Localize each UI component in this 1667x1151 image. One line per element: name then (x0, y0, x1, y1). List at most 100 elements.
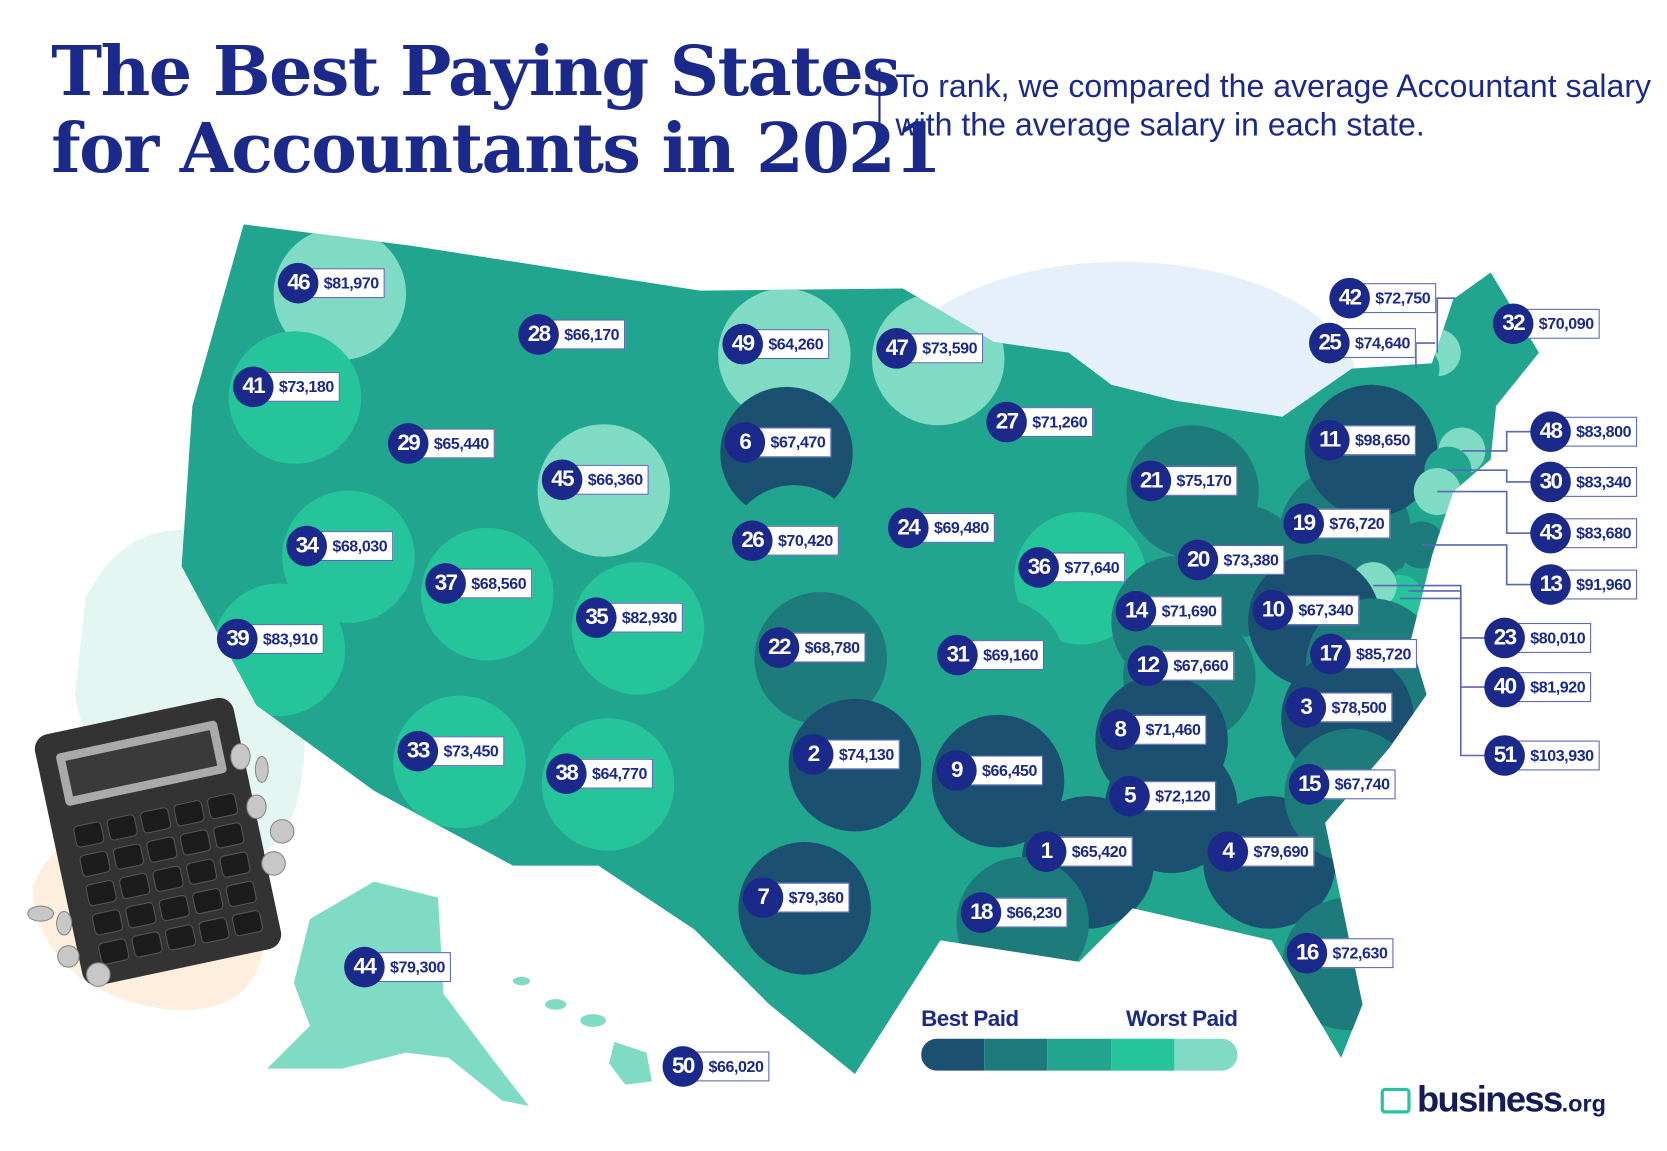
leader-line-rank-48 (1461, 430, 1550, 452)
salary-value: $83,340 (1564, 466, 1638, 497)
legend-color-scale (921, 1038, 1238, 1071)
rank-badge: 41 (232, 366, 274, 408)
salary-value: $69,480 (922, 512, 996, 543)
state-label-rank-23: 23 $80,010 (1484, 617, 1592, 659)
calculator-key (106, 814, 138, 841)
salary-value: $83,800 (1564, 416, 1638, 447)
state-label-rank-45: 45 $66,360 (541, 459, 650, 501)
state-label-rank-44: 44 $79,300 (344, 946, 452, 988)
salary-value: $70,090 (1527, 308, 1601, 339)
briefcase-icon (1380, 1087, 1411, 1114)
rank-badge: 25 (1309, 322, 1350, 364)
state-label-rank-27: 27 $71,260 (986, 401, 1094, 443)
salary-value: $72,750 (1363, 283, 1437, 314)
salary-value: $64,770 (580, 758, 654, 789)
salary-value: $81,970 (312, 268, 386, 299)
rank-badge: 29 (387, 423, 429, 464)
rank-badge: 30 (1530, 461, 1571, 503)
state-label-rank-18: 18 $66,230 (960, 892, 1068, 933)
salary-value: $66,360 (575, 464, 650, 495)
leader-line-rank-30 (1447, 469, 1550, 483)
state-label-rank-4: 4 $79,690 (1207, 831, 1315, 872)
salary-value: $77,640 (1052, 552, 1126, 583)
salary-value: $73,380 (1211, 544, 1285, 575)
state-label-rank-2: 2 $74,130 (792, 734, 901, 775)
rank-badge: 7 (742, 877, 784, 918)
salary-value: $73,450 (431, 736, 505, 767)
title-line-1: The Best Paying States (51, 32, 900, 113)
salary-value: $72,630 (1320, 938, 1394, 969)
calculator-key (186, 858, 218, 885)
calculator-key (112, 843, 144, 870)
salary-value: $83,910 (251, 624, 325, 654)
salary-value: $79,690 (1241, 836, 1315, 867)
salary-value: $75,170 (1164, 465, 1238, 496)
state-hawaii (512, 976, 652, 1085)
salary-value: $73,180 (267, 371, 341, 402)
state-label-rank-5: 5 $72,120 (1109, 775, 1217, 817)
rank-badge: 43 (1530, 512, 1571, 554)
salary-value: $66,170 (552, 319, 626, 350)
state-label-rank-3: 3 $78,500 (1285, 687, 1393, 728)
state-alaska (267, 881, 529, 1107)
rank-badge: 11 (1309, 419, 1350, 461)
salary-value: $83,680 (1564, 518, 1638, 549)
state-label-rank-37: 37 $68,560 (425, 563, 533, 604)
calculator-key (231, 910, 263, 937)
salary-value: $98,650 (1343, 425, 1417, 456)
legend-swatch-2 (984, 1038, 1048, 1071)
salary-value: $66,020 (696, 1051, 770, 1082)
calculator-key (125, 902, 157, 929)
calculator-icon (34, 697, 282, 986)
state-label-rank-33: 33 $73,450 (397, 730, 505, 772)
logo-name: business (1416, 1079, 1563, 1120)
rank-badge: 26 (731, 520, 773, 562)
subtitle: To rank, we compared the average Account… (878, 68, 1664, 146)
rank-badge: 33 (397, 730, 439, 772)
rank-badge: 40 (1484, 666, 1525, 708)
state-label-rank-26: 26 $70,420 (731, 520, 840, 562)
state-label-rank-12: 12 $67,660 (1127, 645, 1235, 687)
calculator-key (164, 924, 197, 951)
rank-badge: 36 (1018, 547, 1059, 588)
rank-badge: 9 (936, 750, 977, 791)
calculator-key (73, 821, 105, 848)
salary-value: $71,460 (1133, 714, 1207, 745)
state-label-rank-17: 17 $85,720 (1310, 633, 1418, 675)
salary-value: $67,740 (1322, 769, 1397, 800)
rank-badge: 44 (344, 946, 385, 988)
rank-badge: 2 (792, 734, 834, 775)
state-label-rank-34: 34 $68,030 (286, 525, 394, 567)
state-label-rank-31: 31 $69,160 (937, 634, 1045, 676)
salary-value: $68,560 (459, 568, 533, 599)
rank-badge: 19 (1283, 503, 1324, 544)
salary-value: $91,960 (1564, 569, 1638, 600)
rank-badge: 34 (286, 525, 327, 567)
rank-badge: 49 (722, 323, 763, 365)
rank-badge: 13 (1530, 564, 1571, 605)
legend-swatch-5 (1174, 1038, 1238, 1071)
calculator-key (98, 938, 130, 965)
salary-value: $67,340 (1286, 595, 1360, 626)
legend-swatch-4 (1110, 1038, 1175, 1071)
state-label-rank-32: 32 $70,090 (1492, 303, 1601, 345)
rank-badge: 42 (1329, 277, 1370, 319)
state-label-rank-38: 38 $64,770 (546, 753, 654, 794)
rank-badge: 45 (541, 459, 583, 501)
state-label-rank-19: 19 $76,720 (1283, 503, 1391, 544)
rank-badge: 1 (1025, 831, 1067, 872)
rank-badge: 27 (986, 401, 1027, 443)
salary-value: $72,120 (1143, 781, 1217, 812)
state-label-rank-42: 42 $72,750 (1329, 277, 1437, 319)
rank-badge: 14 (1115, 590, 1157, 632)
legend-swatch-1 (921, 1038, 985, 1071)
state-label-rank-7: 7 $79,360 (742, 877, 850, 918)
rank-badge: 18 (960, 892, 1002, 933)
salary-value: $65,440 (422, 428, 496, 459)
state-label-rank-15: 15 $67,740 (1288, 764, 1397, 805)
calculator-key (140, 807, 172, 834)
salary-value: $85,720 (1344, 639, 1418, 669)
rank-badge: 39 (216, 618, 258, 660)
salary-value: $73,590 (910, 333, 984, 364)
